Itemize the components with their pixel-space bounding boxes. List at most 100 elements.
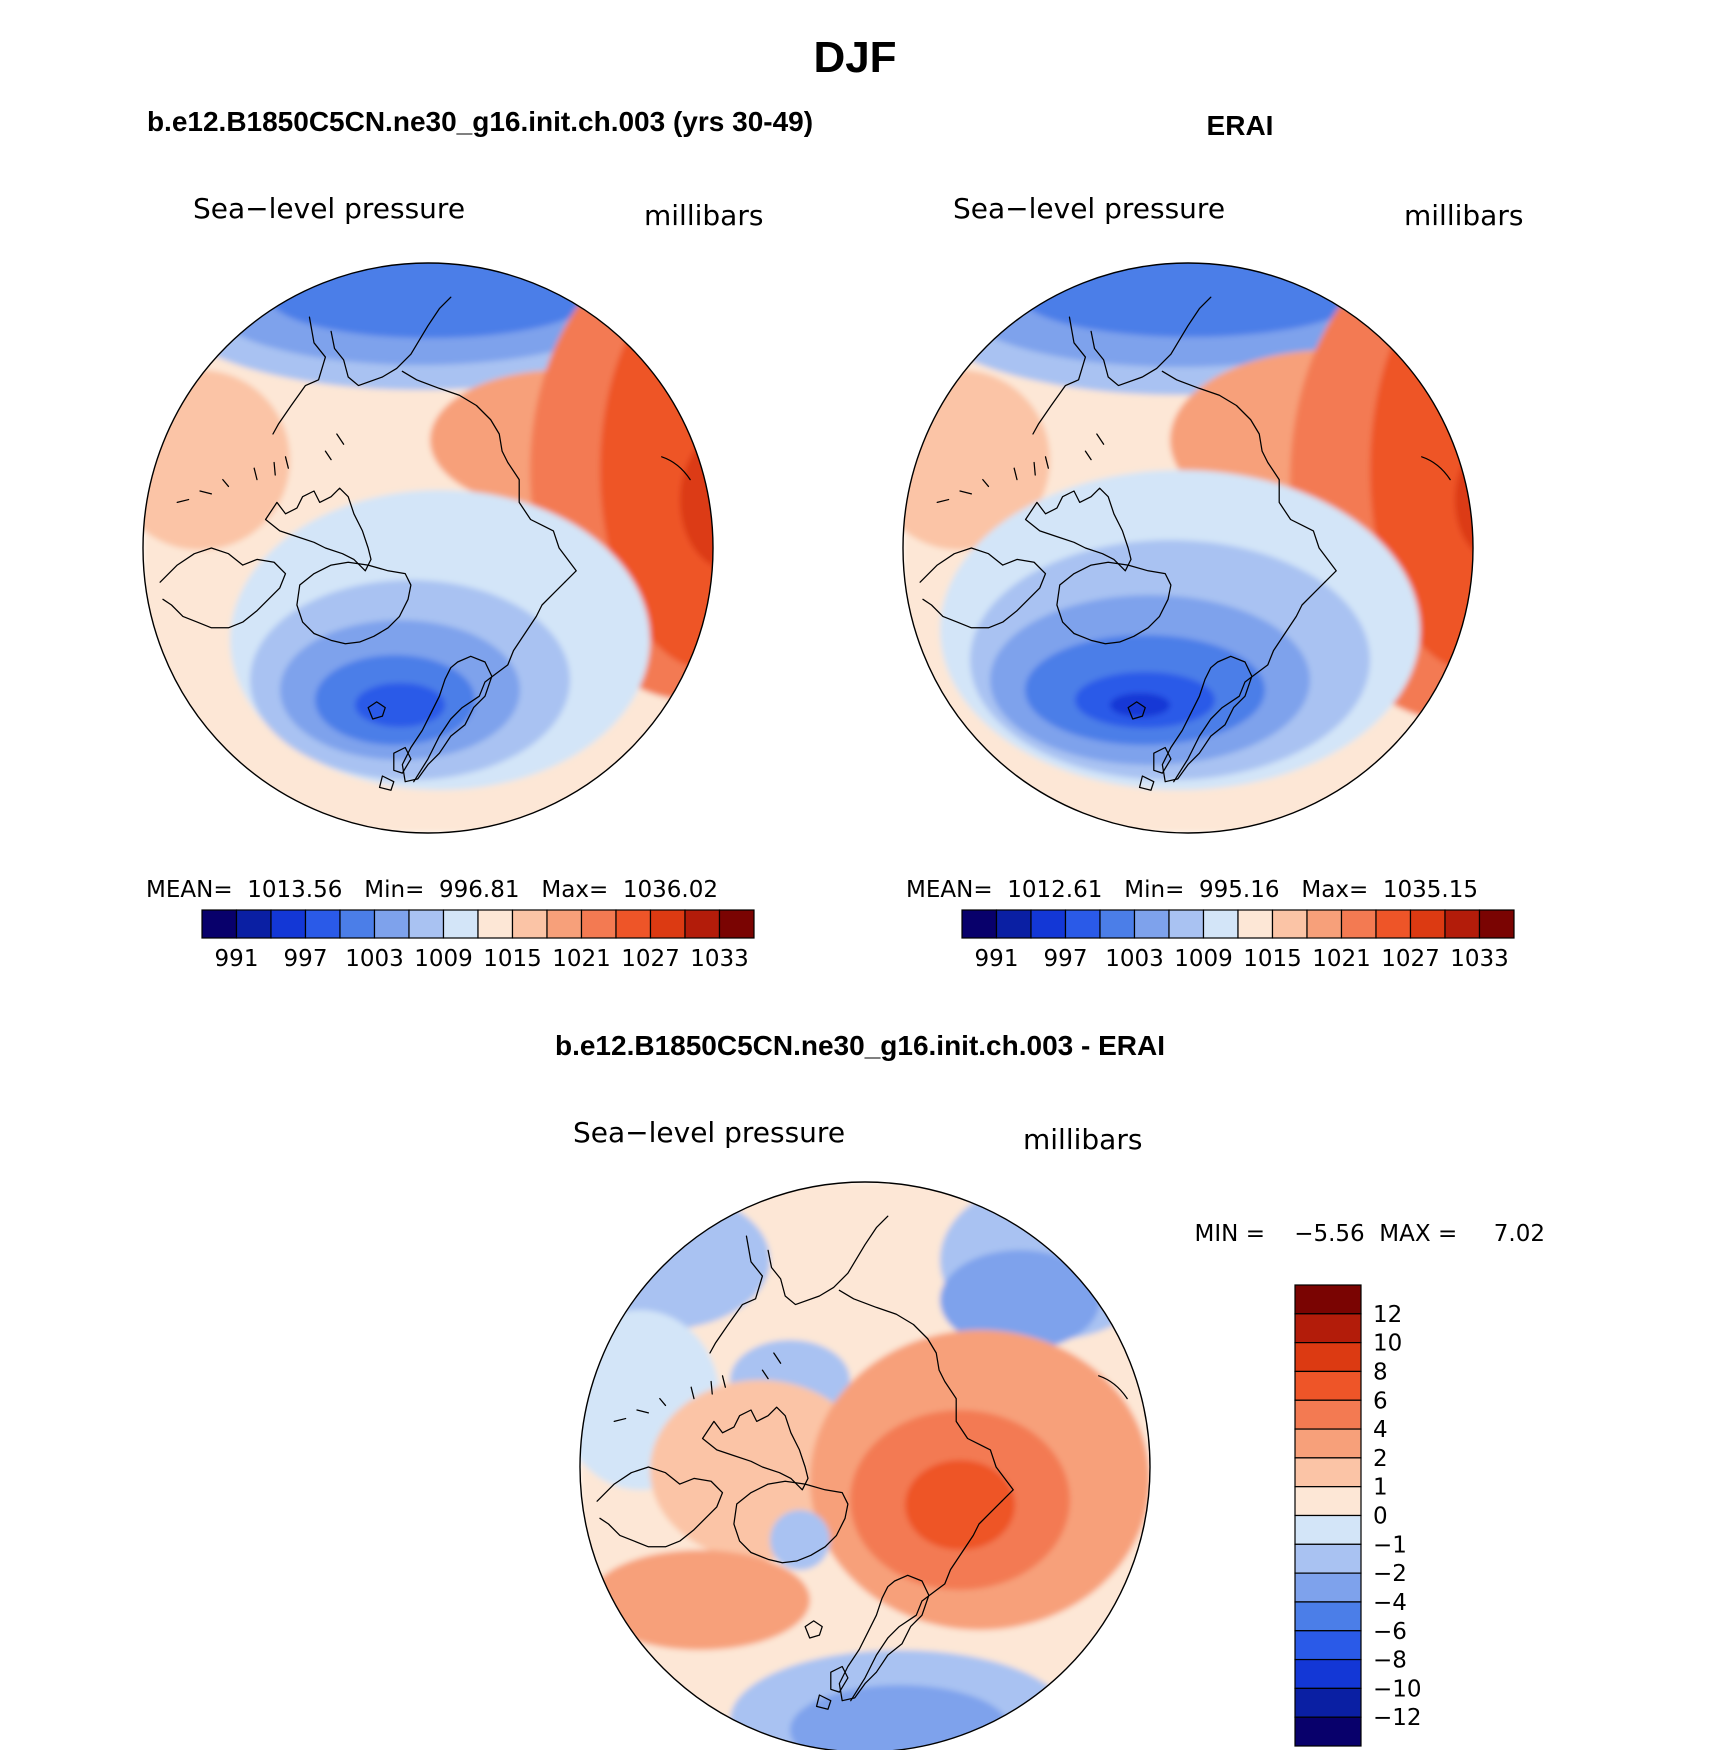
colorbar-model-swatch-2 bbox=[270, 909, 307, 939]
colorbar-diff-swatch-7 bbox=[1294, 1486, 1362, 1517]
colorbar-model: 991 997 1003 1009 1015 1021 1027 1033 bbox=[201, 909, 755, 972]
colorbar-obs-swatch-13 bbox=[1409, 909, 1446, 939]
colorbar-obs-tick-2: 1003 bbox=[1105, 946, 1164, 972]
colorbar-obs-tick-7: 1033 bbox=[1450, 946, 1509, 972]
panel-obs-units-label: millibars bbox=[1404, 199, 1523, 232]
colorbar-diff-tick-8: −1 bbox=[1373, 1532, 1407, 1558]
colorbar-obs-swatch-7 bbox=[1202, 909, 1239, 939]
panel-model-header: b.e12.B1850C5CN.ne30_g16.init.ch.003 (yr… bbox=[147, 106, 813, 137]
colorbar-diff-swatch-4 bbox=[1294, 1399, 1362, 1430]
panel-obs-header: ERAI bbox=[1207, 110, 1274, 141]
colorbar-diff-swatch-6 bbox=[1294, 1457, 1362, 1488]
colorbar-model-swatch-14 bbox=[684, 909, 721, 939]
colorbar-obs-swatch-8 bbox=[1237, 909, 1274, 939]
colorbar-diff-swatch-11 bbox=[1294, 1601, 1362, 1632]
colorbar-model-swatch-8 bbox=[477, 909, 514, 939]
colorbar-diff-tick-4: 4 bbox=[1373, 1417, 1388, 1443]
colorbar-model-tick-5: 1021 bbox=[552, 946, 611, 972]
colorbar-diff-swatch-12 bbox=[1294, 1630, 1362, 1661]
colorbar-obs-swatch-1 bbox=[995, 909, 1032, 939]
colorbar-diff-tick-2: 8 bbox=[1373, 1359, 1388, 1385]
colorbar-diff-tick-9: −2 bbox=[1373, 1561, 1407, 1587]
colorbar-diff-swatch-10 bbox=[1294, 1572, 1362, 1603]
colorbar-obs-tick-6: 1027 bbox=[1381, 946, 1440, 972]
colorbar-diff-tick-0: 12 bbox=[1373, 1302, 1402, 1328]
colorbar-obs-swatch-2 bbox=[1030, 909, 1067, 939]
colorbar-diff-tick-10: −4 bbox=[1373, 1590, 1407, 1616]
colorbar-diff-swatch-3 bbox=[1294, 1370, 1362, 1401]
colorbar-diff-tick-13: −10 bbox=[1373, 1676, 1422, 1702]
panel-obs-variable-label: Sea−level pressure bbox=[953, 192, 1225, 225]
map-obs bbox=[903, 263, 1473, 833]
colorbar-obs-swatch-4 bbox=[1099, 909, 1136, 939]
colorbar-obs-swatch-0 bbox=[961, 909, 998, 939]
colorbar-diff-tick-3: 6 bbox=[1373, 1388, 1388, 1414]
colorbar-obs-swatch-6 bbox=[1168, 909, 1205, 939]
colorbar-diff-tick-14: −12 bbox=[1373, 1705, 1422, 1731]
colorbar-model-swatch-12 bbox=[615, 909, 652, 939]
colorbar-model-swatch-7 bbox=[442, 909, 479, 939]
map-model bbox=[143, 263, 713, 833]
panel-diff: b.e12.B1850C5CN.ne30_g16.init.ch.003 - E… bbox=[555, 1030, 1545, 1750]
colorbar-model-swatch-0 bbox=[201, 909, 238, 939]
colorbar-obs-swatch-14 bbox=[1444, 909, 1481, 939]
colorbar-diff-swatch-5 bbox=[1294, 1428, 1362, 1459]
figure-title: DJF bbox=[813, 33, 896, 82]
panel-diff-units-label: millibars bbox=[1023, 1123, 1142, 1156]
colorbar-model-tick-2: 1003 bbox=[345, 946, 404, 972]
colorbar-diff-swatch-15 bbox=[1294, 1716, 1362, 1747]
colorbar-model-tick-0: 991 bbox=[215, 946, 259, 972]
colorbar-obs-swatch-10 bbox=[1306, 909, 1343, 939]
colorbar-obs-tick-4: 1015 bbox=[1243, 946, 1302, 972]
colorbar-model-tick-4: 1015 bbox=[483, 946, 542, 972]
panel-model-stats: MEAN= 1013.56 Min= 996.81 Max= 1036.02 bbox=[146, 877, 718, 903]
panel-model: b.e12.B1850C5CN.ne30_g16.init.ch.003 (yr… bbox=[142, 106, 813, 972]
colorbar-obs-swatch-3 bbox=[1064, 909, 1101, 939]
colorbar-model-swatch-6 bbox=[408, 909, 445, 939]
colorbar-diff-swatch-14 bbox=[1294, 1687, 1362, 1718]
panel-model-units-label: millibars bbox=[644, 199, 763, 232]
colorbar-diff-tick-6: 1 bbox=[1373, 1475, 1388, 1501]
colorbar-diff-tick-1: 10 bbox=[1373, 1331, 1402, 1357]
colorbar-model-swatch-15 bbox=[718, 909, 755, 939]
colorbar-obs-swatch-12 bbox=[1375, 909, 1412, 939]
colorbar-diff-swatch-1 bbox=[1294, 1313, 1362, 1344]
colorbar-model-swatch-9 bbox=[511, 909, 548, 939]
colorbar-model-tick-7: 1033 bbox=[690, 946, 749, 972]
colorbar-obs: 991 997 1003 1009 1015 1021 1027 1033 bbox=[961, 909, 1515, 972]
colorbar-diff-swatch-0 bbox=[1294, 1284, 1362, 1315]
colorbar-model-swatch-5 bbox=[373, 909, 410, 939]
colorbar-diff-tick-12: −8 bbox=[1373, 1648, 1407, 1674]
colorbar-diff-swatch-13 bbox=[1294, 1658, 1362, 1689]
panel-diff-stats: MIN = −5.56 MAX = 7.02 bbox=[1195, 1221, 1545, 1247]
colorbar-diff-swatch-2 bbox=[1294, 1342, 1362, 1373]
colorbar-diff-swatch-9 bbox=[1294, 1543, 1362, 1574]
colorbar-model-swatch-11 bbox=[580, 909, 617, 939]
map-diff bbox=[580, 1182, 1150, 1750]
panel-obs-stats: MEAN= 1012.61 Min= 995.16 Max= 1035.15 bbox=[906, 877, 1478, 903]
colorbar-diff-tick-5: 2 bbox=[1373, 1446, 1388, 1472]
colorbar-obs-tick-5: 1021 bbox=[1312, 946, 1371, 972]
colorbar-obs-swatch-5 bbox=[1133, 909, 1170, 939]
colorbar-model-tick-3: 1009 bbox=[414, 946, 473, 972]
colorbar-obs-tick-0: 991 bbox=[975, 946, 1019, 972]
colorbar-model-swatch-3 bbox=[304, 909, 341, 939]
panel-model-variable-label: Sea−level pressure bbox=[193, 192, 465, 225]
colorbar-diff-tick-7: 0 bbox=[1373, 1504, 1388, 1530]
colorbar-model-tick-1: 997 bbox=[284, 946, 328, 972]
colorbar-model-swatch-13 bbox=[649, 909, 686, 939]
colorbar-diff-swatch-8 bbox=[1294, 1514, 1362, 1545]
panel-obs: ERAI Sea−level pressure millibars bbox=[902, 110, 1523, 972]
colorbar-model-swatch-1 bbox=[235, 909, 272, 939]
panel-diff-header: b.e12.B1850C5CN.ne30_g16.init.ch.003 - E… bbox=[555, 1030, 1165, 1061]
colorbar-obs-tick-3: 1009 bbox=[1174, 946, 1233, 972]
colorbar-model-tick-6: 1027 bbox=[621, 946, 680, 972]
panel-diff-variable-label: Sea−level pressure bbox=[573, 1116, 845, 1149]
colorbar-obs-tick-1: 997 bbox=[1044, 946, 1088, 972]
colorbar-obs-swatch-11 bbox=[1340, 909, 1377, 939]
colorbar-model-swatch-10 bbox=[546, 909, 583, 939]
colorbar-diff-tick-11: −6 bbox=[1373, 1619, 1407, 1645]
colorbar-obs-swatch-9 bbox=[1271, 909, 1308, 939]
